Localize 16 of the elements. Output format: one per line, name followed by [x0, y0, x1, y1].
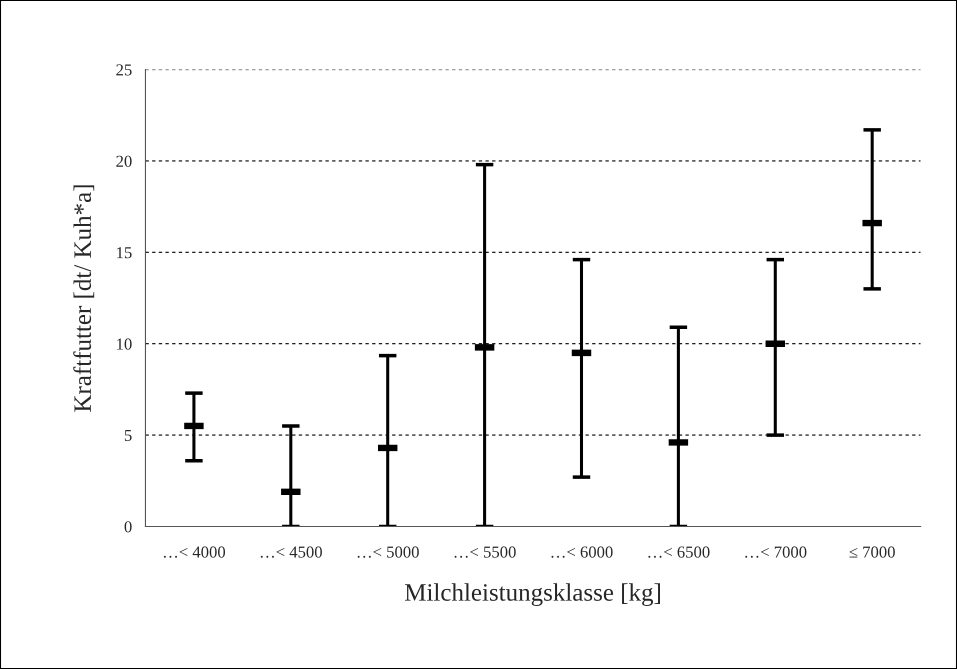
x-tick-label: …< 4500	[260, 546, 322, 558]
y-tick-label: 15	[117, 247, 132, 258]
x-tick-label: ≤ 7000	[850, 546, 895, 558]
x-tick-label: …< 4000	[164, 546, 226, 558]
x-tick-label: …< 5000	[358, 546, 419, 558]
x-tick-label: …< 6500	[648, 546, 710, 558]
x-tick-label: …< 5500	[454, 546, 516, 558]
y-tick-label: 20	[116, 156, 132, 167]
y-tick-label: 25	[116, 64, 132, 76]
x-tick-label: …< 6000	[551, 546, 613, 558]
y-tick-label: 10	[117, 338, 132, 350]
x-tick-label: …< 7000	[745, 546, 806, 558]
y-tick-label: 5	[124, 430, 132, 442]
y-tick-label: 0	[124, 521, 132, 532]
x-axis-title: Milchleistungsklasse [kg]	[404, 583, 660, 606]
y-axis-title: Kraftfutter [dt/ Kuh*a]	[73, 185, 94, 412]
